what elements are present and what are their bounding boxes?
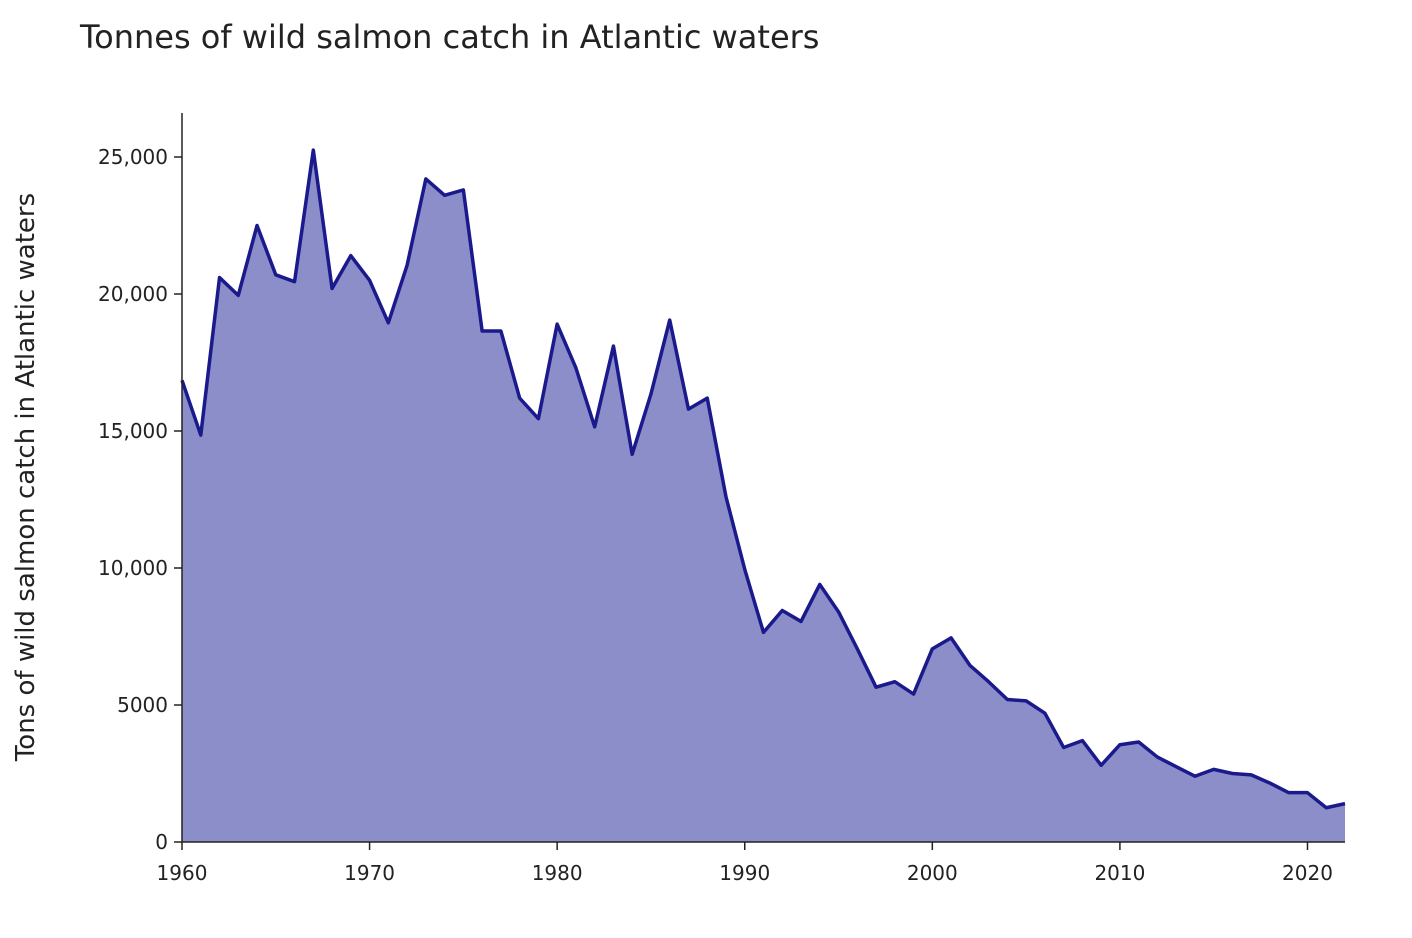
data-point[interactable] bbox=[554, 321, 560, 327]
data-point[interactable] bbox=[1304, 790, 1310, 796]
data-point[interactable] bbox=[1098, 762, 1104, 768]
data-point[interactable] bbox=[385, 320, 391, 326]
data-point[interactable] bbox=[723, 494, 729, 500]
data-point[interactable] bbox=[1079, 738, 1085, 744]
x-tick-label: 1980 bbox=[532, 861, 583, 885]
data-point[interactable] bbox=[929, 646, 935, 652]
data-point[interactable] bbox=[779, 607, 785, 613]
area-fill bbox=[182, 150, 1345, 842]
data-point[interactable] bbox=[535, 416, 541, 422]
data-point[interactable] bbox=[911, 691, 917, 697]
y-tick-label: 5000 bbox=[117, 693, 168, 717]
x-tick-label: 2020 bbox=[1282, 861, 1333, 885]
data-point[interactable] bbox=[629, 451, 635, 457]
series-line bbox=[180, 148, 1346, 810]
data-point[interactable] bbox=[1286, 790, 1292, 796]
data-point[interactable] bbox=[235, 292, 241, 298]
data-point[interactable] bbox=[217, 275, 223, 281]
x-tick-label: 1970 bbox=[344, 861, 395, 885]
data-point[interactable] bbox=[1023, 698, 1029, 704]
y-axis-title: Tons of wild salmon catch in Atlantic wa… bbox=[11, 193, 41, 762]
data-point[interactable] bbox=[704, 395, 710, 401]
data-point[interactable] bbox=[667, 317, 673, 323]
x-tick-label: 2000 bbox=[907, 861, 958, 885]
plot-area bbox=[180, 147, 1348, 842]
data-point[interactable] bbox=[761, 629, 767, 635]
data-point[interactable] bbox=[1267, 780, 1273, 786]
data-point[interactable] bbox=[685, 406, 691, 412]
data-point[interactable] bbox=[498, 328, 504, 334]
data-point[interactable] bbox=[1042, 710, 1048, 716]
data-point[interactable] bbox=[948, 635, 954, 641]
data-point[interactable] bbox=[817, 581, 823, 587]
data-point[interactable] bbox=[1061, 744, 1067, 750]
data-point[interactable] bbox=[310, 147, 316, 153]
data-point[interactable] bbox=[798, 618, 804, 624]
data-point[interactable] bbox=[892, 679, 898, 685]
chart-title: Tonnes of wild salmon catch in Atlantic … bbox=[80, 18, 820, 56]
data-point[interactable] bbox=[1323, 805, 1329, 811]
y-tick-label: 10,000 bbox=[98, 556, 168, 580]
x-tick-label: 2010 bbox=[1094, 861, 1145, 885]
data-point[interactable] bbox=[1211, 766, 1217, 772]
data-point[interactable] bbox=[460, 187, 466, 193]
data-point[interactable] bbox=[1004, 697, 1010, 703]
data-point[interactable] bbox=[292, 279, 298, 285]
data-point[interactable] bbox=[423, 176, 429, 182]
data-point[interactable] bbox=[254, 223, 260, 229]
data-point[interactable] bbox=[1173, 764, 1179, 770]
y-tick-label: 25,000 bbox=[98, 145, 168, 169]
data-point[interactable] bbox=[1192, 773, 1198, 779]
data-point[interactable] bbox=[442, 192, 448, 198]
data-point[interactable] bbox=[479, 328, 485, 334]
data-point[interactable] bbox=[1136, 739, 1142, 745]
data-point[interactable] bbox=[873, 684, 879, 690]
data-point[interactable] bbox=[329, 286, 335, 292]
data-point[interactable] bbox=[742, 566, 748, 572]
data-point[interactable] bbox=[1229, 771, 1235, 777]
y-tick-label: 15,000 bbox=[98, 419, 168, 443]
data-point[interactable] bbox=[854, 646, 860, 652]
y-tick-label: 20,000 bbox=[98, 282, 168, 306]
data-point[interactable] bbox=[517, 395, 523, 401]
data-point[interactable] bbox=[573, 365, 579, 371]
x-tick-label: 1990 bbox=[719, 861, 770, 885]
data-point[interactable] bbox=[348, 253, 354, 259]
data-point[interactable] bbox=[273, 272, 279, 278]
data-point[interactable] bbox=[1117, 742, 1123, 748]
x-tick-label: 1960 bbox=[157, 861, 208, 885]
data-point[interactable] bbox=[1248, 772, 1254, 778]
data-point[interactable] bbox=[967, 662, 973, 668]
data-point[interactable] bbox=[198, 432, 204, 438]
data-point[interactable] bbox=[986, 679, 992, 685]
data-point[interactable] bbox=[836, 609, 842, 615]
y-tick-label: 0 bbox=[155, 830, 168, 854]
data-point[interactable] bbox=[610, 343, 616, 349]
data-point[interactable] bbox=[648, 391, 654, 397]
data-point[interactable] bbox=[1342, 801, 1348, 807]
data-point[interactable] bbox=[404, 262, 410, 268]
axes: 0 5000 10,000 15,000 20,000 25,000 1960 1970 198… bbox=[98, 113, 1345, 885]
data-point[interactable] bbox=[1154, 754, 1160, 760]
data-point[interactable] bbox=[592, 424, 598, 430]
data-point[interactable] bbox=[367, 277, 373, 283]
